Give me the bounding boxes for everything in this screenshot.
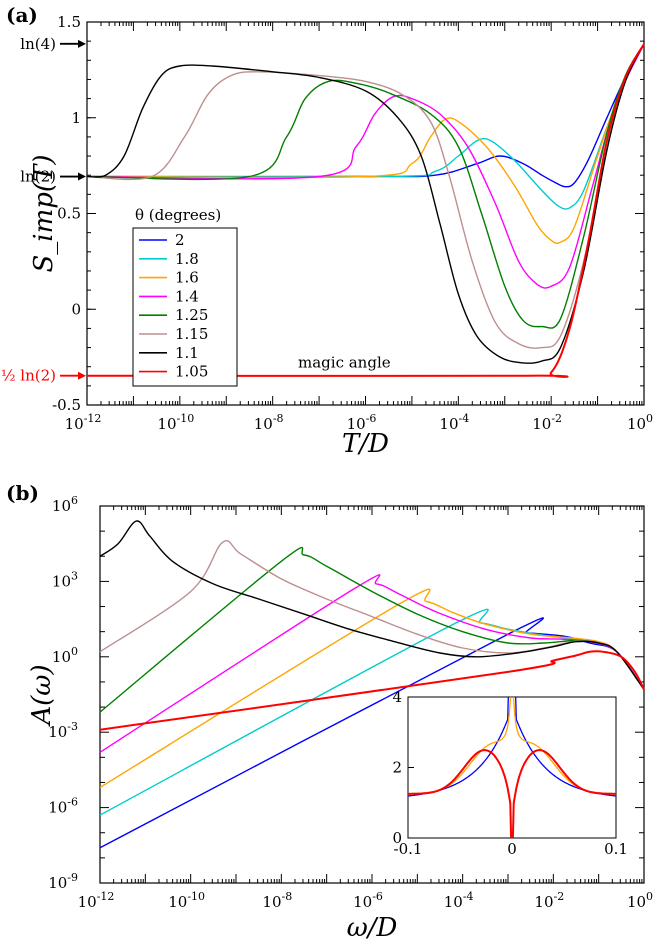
- neg-half-ln2-label: −½ ln(2): [0, 367, 56, 385]
- x-tick-label: 10-8: [254, 412, 284, 433]
- x-tick-label: 10-10: [168, 890, 205, 911]
- y-tick-label: 100: [52, 645, 78, 666]
- panel-label-b: (b): [6, 481, 39, 505]
- legend-entry-1-4: 1.4: [175, 287, 199, 305]
- curve-theta-2: [99, 617, 645, 849]
- y-tick-label: 1: [71, 109, 81, 127]
- inset-x-tick-label: 0.1: [604, 840, 628, 858]
- x-tick-label: 10-12: [65, 412, 102, 433]
- panel-b-plot: 10-12 10-10 10-8 10-6 10-4 10-2 100 10-9 10-6 10-…: [27, 494, 653, 943]
- inset-frame: [407, 696, 617, 839]
- x-axis-title-b: ω/D: [347, 913, 398, 943]
- ln2-label: ln(2): [20, 168, 56, 186]
- x-tick-label: 10-2: [534, 890, 564, 911]
- y-tick-label: 10-6: [48, 796, 78, 817]
- y-tick-label: 0: [71, 300, 81, 318]
- inset-x-tick-label: -0.1: [394, 840, 423, 858]
- curve-theta-1-6: [99, 588, 645, 789]
- x-tick-label: 10-10: [157, 412, 194, 433]
- legend-title: θ (degrees): [135, 206, 221, 224]
- legend-entry-1-25: 1.25: [175, 306, 208, 324]
- ln4-arrow-head: [78, 39, 86, 48]
- y-tick-label: 10-9: [48, 871, 78, 892]
- legend-entry-1-8: 1.8: [175, 250, 199, 268]
- x-tick-label: 100: [627, 412, 653, 433]
- y-tick-label: 1.5: [57, 13, 81, 31]
- legend-entry-2: 2: [175, 231, 185, 249]
- curve-theta-1-8: [86, 43, 645, 210]
- y-tick-label: 103: [52, 569, 78, 590]
- ln4-label: ln(4): [20, 35, 56, 53]
- inset-y-tick-label: 2: [392, 759, 402, 777]
- curve-theta-1-6: [86, 43, 645, 245]
- curve-theta-1-05: [86, 43, 645, 378]
- legend-entry-1-1: 1.1: [175, 344, 199, 362]
- y-axis-title-a: S_imp(T): [29, 154, 59, 272]
- magic-angle-label: magic angle: [298, 354, 391, 372]
- y-tick-label: 106: [52, 494, 78, 515]
- y-tick-label: -0.5: [52, 396, 81, 414]
- y-tick-label: 0.5: [57, 205, 81, 223]
- curve-theta-2: [86, 43, 645, 188]
- y-axis-title-b: A(ω): [27, 664, 57, 726]
- x-tick-label: 10-8: [262, 890, 292, 911]
- ln2-arrow-head: [78, 172, 86, 181]
- x-tick-label: 10-4: [444, 890, 474, 911]
- legend-box: [132, 227, 238, 387]
- inset-y-tick-label: 4: [392, 688, 402, 706]
- curve-theta-1-25: [99, 546, 645, 713]
- curve-theta-1-1: [99, 520, 645, 690]
- x-tick-label: 10-2: [532, 412, 562, 433]
- x-tick-label: 10-4: [439, 412, 469, 433]
- inset-y-tick-label: 0: [392, 829, 402, 847]
- inset-x-tick-label: 0: [507, 840, 517, 858]
- x-axis-title-a: T/D: [342, 429, 389, 459]
- curve-theta-1-4: [86, 43, 645, 289]
- x-tick-label: 10-6: [347, 412, 377, 433]
- x-tick-label: 10-12: [78, 890, 115, 911]
- curve-theta-1-25: [86, 43, 645, 329]
- legend-entry-1-05: 1.05: [175, 363, 208, 381]
- x-tick-label: 10-6: [353, 890, 383, 911]
- x-tick-label: 100: [627, 890, 653, 911]
- legend-entry-1-15: 1.15: [175, 325, 208, 343]
- panel-a-plot: 10-12 10-10 10-8 10-6 10-4 10-2 100 -0.5 0 0.5 1 1.…: [0, 13, 653, 459]
- neg-half-ln2-arrow-head: [78, 371, 86, 380]
- legend-entry-1-6: 1.6: [175, 269, 199, 287]
- y-tick-label: 10-3: [48, 720, 78, 741]
- panel-label-a: (a): [6, 3, 38, 27]
- inset-curve-theta-1-05: [408, 749, 616, 838]
- curve-theta-1-05: [99, 650, 645, 731]
